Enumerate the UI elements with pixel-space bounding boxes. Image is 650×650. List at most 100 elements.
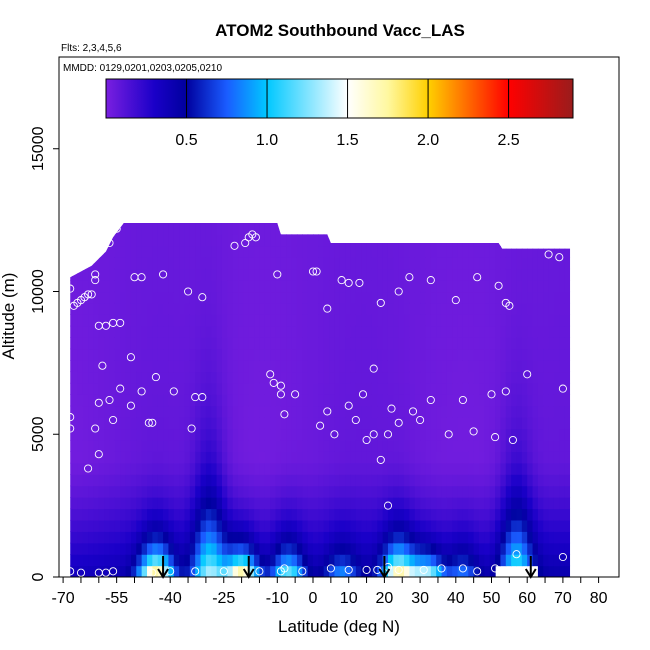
heatmap-cell bbox=[114, 325, 121, 338]
heatmap-cell bbox=[521, 348, 528, 361]
heatmap-cell bbox=[275, 257, 282, 270]
heatmap-cell bbox=[179, 439, 186, 452]
heatmap-cell bbox=[377, 280, 384, 293]
heatmap-cell bbox=[184, 451, 191, 464]
heatmap-cell bbox=[157, 474, 164, 487]
heatmap-cell bbox=[527, 222, 534, 224]
heatmap-cell bbox=[505, 222, 512, 235]
heatmap-cell bbox=[404, 314, 410, 327]
heatmap-cell bbox=[500, 394, 507, 407]
heatmap-cell bbox=[291, 348, 298, 361]
heatmap-cell bbox=[409, 439, 416, 452]
heatmap-cell bbox=[152, 291, 159, 304]
heatmap-cell bbox=[409, 474, 416, 487]
sample-point bbox=[458, 395, 467, 405]
heatmap-cell bbox=[157, 382, 164, 395]
heatmap-cell bbox=[195, 337, 202, 350]
heatmap-cell bbox=[173, 325, 180, 338]
heatmap-cell bbox=[120, 325, 127, 338]
heatmap-cell bbox=[489, 439, 496, 452]
heatmap-cell bbox=[72, 485, 78, 498]
heatmap-cell bbox=[291, 280, 298, 293]
heatmap-cell bbox=[93, 405, 100, 418]
heatmap-cell bbox=[141, 554, 148, 567]
heatmap-cell bbox=[393, 348, 400, 361]
heatmap-cell bbox=[393, 291, 400, 304]
heatmap-cell bbox=[93, 360, 100, 373]
heatmap-cell bbox=[98, 314, 105, 327]
heatmap-cell bbox=[425, 337, 432, 350]
heatmap-cell bbox=[398, 508, 405, 521]
heatmap-cell bbox=[195, 542, 202, 555]
heatmap-cell bbox=[553, 348, 560, 361]
heatmap-cell bbox=[307, 325, 314, 338]
heatmap-cell bbox=[88, 280, 95, 293]
heatmap-cell bbox=[259, 234, 266, 247]
heatmap-cell bbox=[70, 337, 73, 350]
heatmap-cell bbox=[286, 360, 293, 373]
heatmap-cell bbox=[398, 382, 405, 395]
heatmap-cell bbox=[141, 451, 148, 464]
heatmap-cell bbox=[414, 371, 421, 384]
heatmap-cell bbox=[125, 280, 132, 293]
heatmap-cell bbox=[254, 245, 261, 258]
heatmap-cell bbox=[323, 280, 330, 293]
heatmap-cell bbox=[393, 565, 400, 578]
heatmap-cell bbox=[98, 222, 105, 224]
sample-point bbox=[405, 273, 414, 282]
heatmap-cell bbox=[232, 474, 239, 487]
heatmap-cell bbox=[238, 291, 244, 304]
heatmap-cell bbox=[136, 222, 143, 235]
heatmap-cell bbox=[371, 542, 378, 555]
heatmap-cell bbox=[82, 394, 89, 407]
heatmap-cell bbox=[120, 280, 127, 293]
x-tick-label: 80 bbox=[590, 590, 608, 607]
heatmap-cell bbox=[473, 531, 480, 544]
heatmap-cell bbox=[339, 417, 346, 430]
colorbar-tick-label: 2.0 bbox=[417, 132, 439, 149]
heatmap-cell bbox=[205, 554, 212, 567]
y-tick-label: 15000 bbox=[30, 126, 47, 171]
heatmap-cell bbox=[114, 291, 121, 304]
heatmap-cell bbox=[339, 554, 346, 567]
heatmap-cell bbox=[548, 371, 555, 384]
heatmap-cell bbox=[232, 348, 239, 361]
heatmap-cell bbox=[387, 314, 394, 327]
heatmap-cell bbox=[404, 394, 410, 407]
heatmap-cell bbox=[430, 257, 437, 270]
heatmap-cell bbox=[393, 280, 400, 293]
heatmap-cell bbox=[82, 371, 89, 384]
heatmap-cell bbox=[221, 519, 228, 532]
heatmap-cell bbox=[334, 302, 341, 315]
heatmap-cell bbox=[200, 257, 207, 270]
heatmap-cell bbox=[393, 257, 400, 270]
heatmap-cell bbox=[564, 348, 571, 361]
heatmap-cell bbox=[350, 371, 357, 384]
heatmap-cell bbox=[286, 428, 293, 441]
heatmap-cell bbox=[302, 462, 309, 475]
heatmap-cell bbox=[221, 314, 228, 327]
heatmap-cell bbox=[313, 222, 319, 235]
heatmap-cell bbox=[489, 371, 496, 384]
heatmap-cell bbox=[179, 314, 186, 327]
heatmap-cell bbox=[104, 348, 111, 361]
heatmap-cell bbox=[473, 554, 480, 567]
heatmap-cell bbox=[280, 405, 287, 418]
heatmap-cell bbox=[441, 360, 448, 373]
heatmap-cell bbox=[489, 451, 496, 464]
heatmap-cell bbox=[88, 245, 95, 258]
heatmap-cell bbox=[361, 371, 368, 384]
heatmap-cell bbox=[409, 360, 416, 373]
heatmap-cell bbox=[70, 394, 73, 407]
sample-point bbox=[187, 424, 196, 433]
heatmap-cell bbox=[559, 314, 566, 327]
sample-point bbox=[137, 387, 146, 396]
heatmap-cell bbox=[366, 508, 373, 521]
heatmap-cell bbox=[179, 565, 186, 578]
heatmap-cell bbox=[553, 280, 560, 293]
heatmap-cell bbox=[414, 348, 421, 361]
heatmap-cell bbox=[270, 405, 277, 418]
sample-point bbox=[491, 564, 500, 573]
heatmap-cell bbox=[136, 542, 143, 555]
heatmap-cell bbox=[82, 280, 89, 293]
